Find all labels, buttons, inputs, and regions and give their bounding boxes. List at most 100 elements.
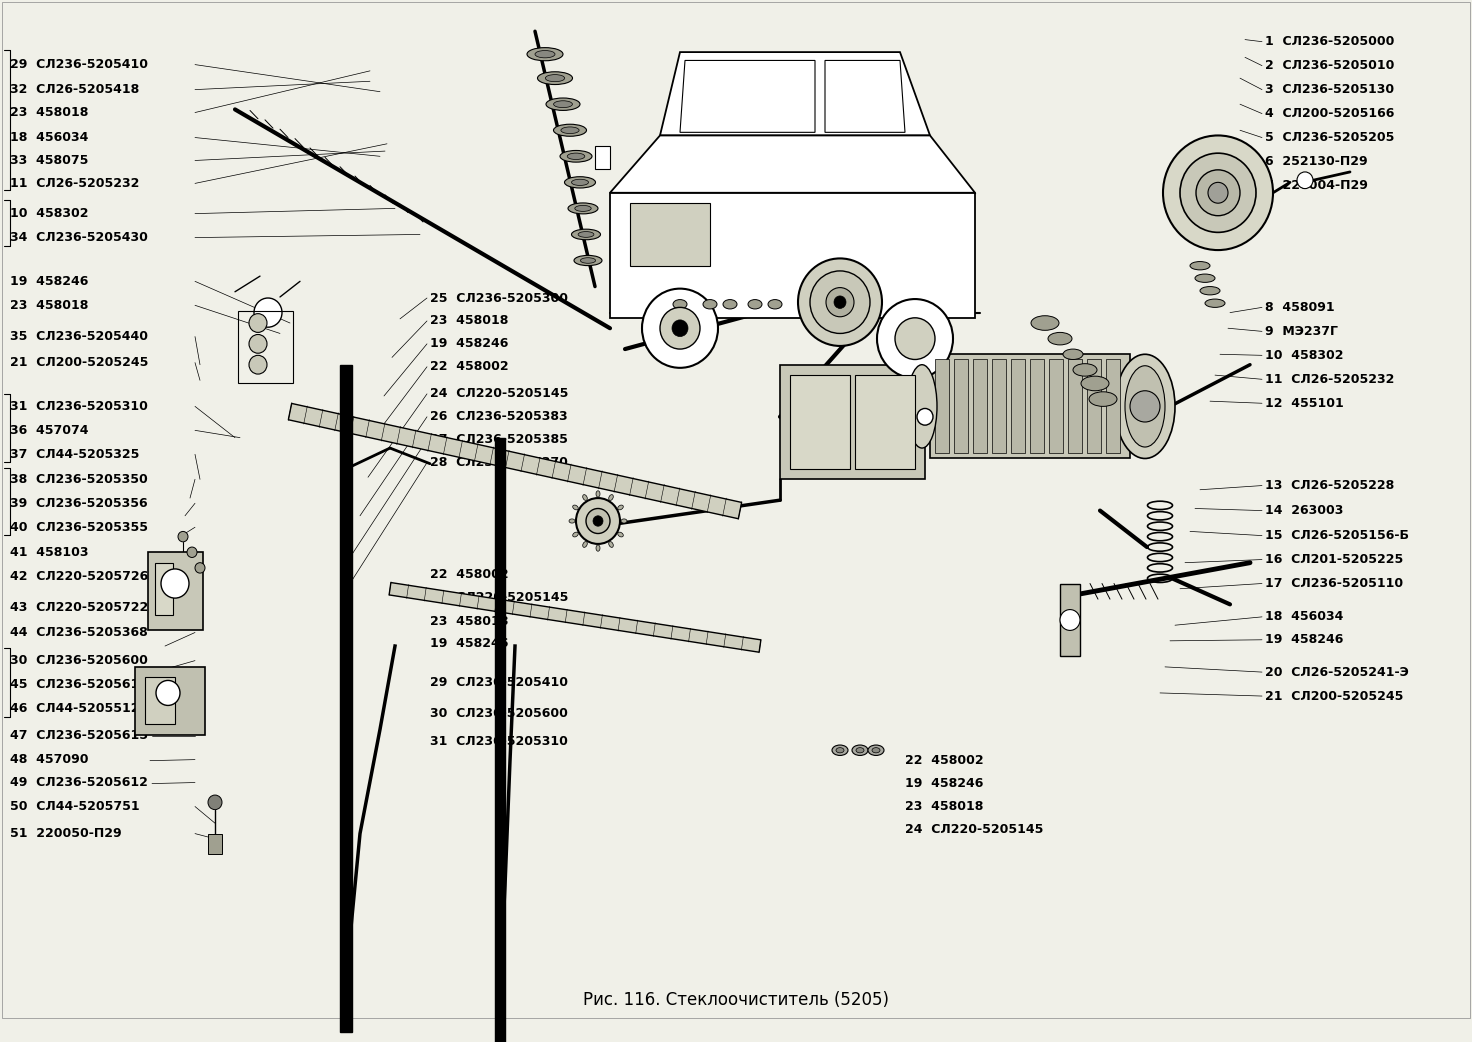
Text: 8  458091: 8 458091: [1264, 301, 1335, 314]
Text: 49  СЛ236-5205612: 49 СЛ236-5205612: [10, 776, 147, 789]
Text: 44  СЛ236-5205368: 44 СЛ236-5205368: [10, 626, 147, 639]
Ellipse shape: [1125, 366, 1164, 447]
Circle shape: [156, 680, 180, 705]
Bar: [1060, 584, 1080, 656]
Bar: [135, 667, 205, 735]
Bar: [340, 365, 352, 1032]
Bar: [1069, 359, 1082, 453]
Bar: [1050, 359, 1063, 453]
Ellipse shape: [596, 545, 601, 551]
Circle shape: [1060, 610, 1080, 630]
Ellipse shape: [534, 50, 555, 58]
Text: 22  458002: 22 458002: [430, 568, 509, 580]
Ellipse shape: [768, 300, 782, 308]
Text: 19  458246: 19 458246: [430, 638, 508, 650]
Text: 11  СЛ26-5205232: 11 СЛ26-5205232: [1264, 373, 1394, 386]
Bar: [935, 359, 949, 453]
Text: 25  СЛ236-5205300: 25 СЛ236-5205300: [430, 292, 568, 304]
Ellipse shape: [1073, 364, 1097, 376]
Ellipse shape: [559, 150, 592, 163]
Circle shape: [895, 318, 935, 359]
Ellipse shape: [609, 495, 614, 500]
Text: 27  СЛ236-5205385: 27 СЛ236-5205385: [430, 433, 568, 446]
Circle shape: [835, 296, 846, 308]
Text: 23  458018: 23 458018: [430, 315, 508, 327]
Circle shape: [586, 508, 609, 534]
Ellipse shape: [545, 75, 565, 81]
Circle shape: [1209, 182, 1228, 203]
Circle shape: [208, 795, 222, 810]
Text: 48  457090: 48 457090: [10, 753, 88, 766]
Ellipse shape: [1063, 349, 1083, 359]
Text: 18  456034: 18 456034: [1264, 611, 1344, 623]
Ellipse shape: [567, 153, 584, 159]
Text: 24  СЛ220-5205145: 24 СЛ220-5205145: [430, 388, 568, 400]
Ellipse shape: [564, 177, 596, 188]
Ellipse shape: [573, 532, 578, 537]
Circle shape: [576, 498, 620, 544]
Text: 47  СЛ236-5205615: 47 СЛ236-5205615: [10, 729, 149, 742]
Ellipse shape: [609, 542, 614, 547]
Text: 11  СЛ26-5205232: 11 СЛ26-5205232: [10, 177, 140, 190]
Text: 12  455101: 12 455101: [1264, 397, 1344, 410]
Circle shape: [187, 547, 197, 557]
Ellipse shape: [573, 505, 578, 510]
Bar: [146, 677, 175, 724]
Bar: [790, 375, 849, 469]
Circle shape: [255, 298, 283, 327]
Ellipse shape: [596, 491, 601, 497]
Text: 19  458246: 19 458246: [430, 338, 508, 350]
Bar: [208, 834, 222, 854]
Text: 21  СЛ200-5205245: 21 СЛ200-5205245: [1264, 690, 1403, 702]
Ellipse shape: [621, 519, 627, 523]
Ellipse shape: [748, 300, 762, 308]
Bar: [1086, 359, 1101, 453]
Text: 30  СЛ236-5205600: 30 СЛ236-5205600: [430, 708, 568, 720]
Text: 31  СЛ236-5205310: 31 СЛ236-5205310: [10, 400, 147, 413]
Ellipse shape: [553, 124, 586, 137]
Ellipse shape: [723, 300, 737, 308]
Text: 19  458246: 19 458246: [905, 777, 983, 790]
Circle shape: [673, 320, 687, 337]
Ellipse shape: [574, 255, 602, 266]
Circle shape: [1195, 170, 1239, 216]
Circle shape: [826, 288, 854, 317]
Circle shape: [194, 563, 205, 573]
Ellipse shape: [561, 127, 578, 133]
Ellipse shape: [1048, 332, 1072, 345]
Ellipse shape: [907, 365, 938, 448]
Ellipse shape: [1089, 392, 1117, 406]
Ellipse shape: [571, 229, 601, 240]
Circle shape: [249, 334, 266, 353]
Text: 4  СЛ200-5205166: 4 СЛ200-5205166: [1264, 107, 1394, 120]
Text: 3  СЛ236-5205130: 3 СЛ236-5205130: [1264, 83, 1394, 96]
Bar: [495, 438, 505, 1042]
Bar: [595, 146, 609, 169]
Text: 6  252130-П29: 6 252130-П29: [1264, 155, 1367, 168]
Ellipse shape: [580, 257, 596, 264]
Bar: [238, 311, 293, 383]
Bar: [630, 203, 710, 266]
Ellipse shape: [570, 519, 576, 523]
Bar: [780, 365, 924, 479]
Polygon shape: [289, 403, 742, 519]
Circle shape: [642, 289, 718, 368]
Text: 2  СЛ236-5205010: 2 СЛ236-5205010: [1264, 59, 1394, 72]
Circle shape: [623, 185, 648, 210]
Text: 13  СЛ26-5205228: 13 СЛ26-5205228: [1264, 479, 1394, 492]
Text: 16  СЛ201-5205225: 16 СЛ201-5205225: [1264, 553, 1403, 566]
Circle shape: [877, 299, 952, 378]
Bar: [930, 354, 1130, 458]
Ellipse shape: [1195, 274, 1214, 282]
Text: 37  СЛ44-5205325: 37 СЛ44-5205325: [10, 448, 140, 461]
Ellipse shape: [1030, 316, 1058, 330]
Text: 38  СЛ236-5205350: 38 СЛ236-5205350: [10, 473, 147, 486]
Ellipse shape: [1206, 299, 1225, 307]
Text: 46  СЛ44-5205512: 46 СЛ44-5205512: [10, 702, 140, 715]
Ellipse shape: [673, 300, 687, 308]
Ellipse shape: [527, 48, 562, 60]
Text: 32  СЛ26-5205418: 32 СЛ26-5205418: [10, 83, 140, 96]
Ellipse shape: [1189, 262, 1210, 270]
Text: 30  СЛ236-5205600: 30 СЛ236-5205600: [10, 654, 147, 667]
Text: 28  СЛ236-5205370: 28 СЛ236-5205370: [430, 456, 568, 469]
